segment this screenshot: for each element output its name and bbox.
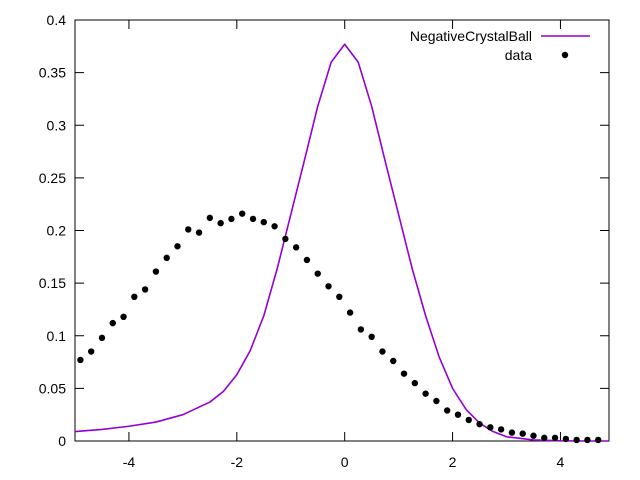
data-point: [303, 256, 311, 264]
data-point: [282, 235, 289, 243]
legend-label-data: data: [505, 47, 532, 63]
data-point: [390, 357, 397, 365]
legend-swatch-point: [561, 51, 569, 59]
plot-frame: [74, 19, 610, 442]
data-point: [77, 356, 84, 364]
data-point: [562, 435, 570, 443]
data-point: [411, 379, 419, 387]
data-point: [465, 416, 472, 424]
data-point: [508, 429, 516, 436]
data-point: [120, 313, 127, 321]
data-point: [217, 219, 224, 227]
data-point: [422, 390, 429, 397]
data-point: [368, 333, 375, 340]
data-point: [595, 436, 602, 444]
data-point: [249, 215, 257, 223]
y-tick-label: 0.4: [47, 12, 67, 28]
y-tick-label: 0.25: [39, 170, 66, 186]
axis-ticks: [75, 19, 609, 442]
data-point: [314, 270, 321, 277]
data-point: [87, 348, 95, 355]
y-tick-label: 0.05: [39, 380, 66, 396]
y-tick-label: 0.2: [47, 223, 67, 239]
axis-tick-labels: -4 -2 0 2 4 0 0.05 0.1 0.15 0.2 0.25 0.3 0.35 0.4: [39, 12, 565, 470]
y-tick-label: 0.15: [39, 275, 66, 291]
data-point: [163, 254, 170, 262]
data-point: [109, 319, 116, 327]
data-point: [271, 223, 278, 230]
series-points-data: [77, 210, 602, 444]
data-point: [400, 370, 408, 377]
data-point: [228, 215, 235, 223]
data-point: [346, 309, 354, 316]
x-tick-label: -4: [123, 454, 136, 470]
x-tick-label: 0: [341, 454, 349, 470]
y-tick-label: 0: [58, 433, 66, 449]
data-point: [239, 210, 246, 217]
data-point: [487, 424, 494, 431]
y-tick-label: 0.3: [47, 117, 67, 133]
data-point: [379, 348, 386, 355]
data-point: [185, 226, 192, 233]
data-point: [443, 407, 451, 414]
x-tick-label: 4: [557, 454, 565, 470]
data-point: [98, 334, 106, 342]
data-point: [131, 293, 138, 301]
y-tick-label: 0.1: [47, 328, 67, 344]
data-point: [336, 293, 343, 301]
data-point: [519, 430, 526, 437]
data-point: [551, 434, 559, 442]
data-point: [573, 436, 580, 444]
data-point: [195, 229, 203, 236]
data-point: [497, 426, 505, 433]
data-point: [357, 326, 365, 333]
data-point: [141, 286, 149, 293]
x-tick-label: -2: [231, 454, 244, 470]
data-point: [174, 243, 181, 250]
data-point: [292, 244, 300, 251]
data-point: [584, 436, 591, 444]
data-point: [260, 218, 267, 226]
data-point: [433, 397, 440, 405]
data-point: [541, 434, 548, 442]
x-tick-label: 2: [449, 454, 457, 470]
data-point: [530, 432, 537, 439]
data-point: [152, 268, 160, 275]
data-point: [206, 214, 214, 222]
series-line-negativecrystalball: [74, 43, 609, 442]
legend-label-negativecrystalball: NegativeCrystalBall: [410, 28, 532, 44]
y-tick-label: 0.35: [39, 65, 66, 81]
data-point: [454, 411, 462, 418]
data-point: [325, 283, 332, 290]
data-point: [476, 420, 483, 428]
legend: NegativeCrystalBall data: [410, 28, 590, 63]
